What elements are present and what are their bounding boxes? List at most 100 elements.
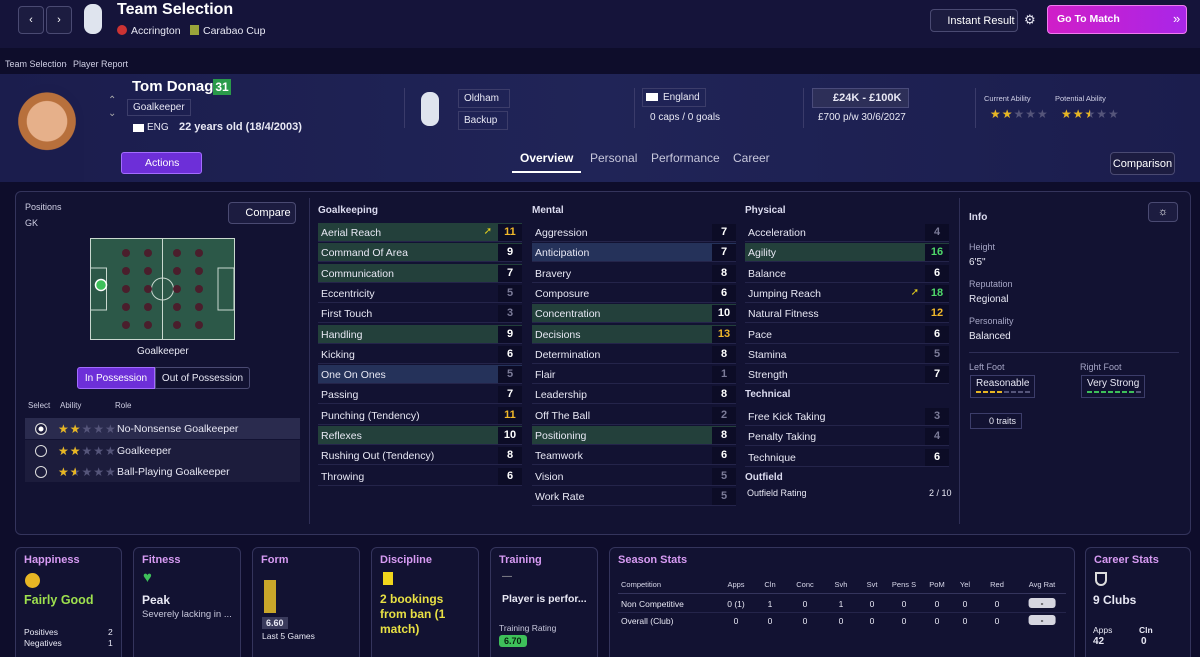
career-label: Apps	[1093, 625, 1113, 635]
attribute-name: Rushing Out (Tendency)	[321, 450, 435, 463]
attribute-row: Eccentricity 5	[318, 284, 522, 303]
attribute-value: 6	[712, 284, 736, 302]
stars: ★★★★★★★★★★	[58, 465, 117, 479]
stats-cell: 0	[934, 599, 940, 609]
attribute-group-title: Goalkeeping	[318, 205, 379, 216]
instant-result-button[interactable]: Instant Result	[930, 9, 1018, 32]
attribute-name: Off The Ball	[535, 409, 591, 422]
avg-rating: -	[1028, 598, 1056, 608]
go-to-match-label[interactable]: Go To Match	[1057, 13, 1120, 25]
attribute-name: Strength	[748, 369, 788, 382]
discipline-card[interactable]	[371, 547, 479, 657]
role-name: Goalkeeper	[117, 444, 172, 457]
stats-cell: 0	[802, 599, 808, 609]
attribute-name: Passing	[321, 389, 359, 402]
stats-cell: 0	[802, 616, 808, 626]
attribute-group-title: Physical	[745, 205, 786, 216]
attribute-name: Throwing	[321, 470, 365, 483]
attribute-value: 8	[712, 345, 736, 363]
tab[interactable]: Overview	[520, 151, 574, 165]
training-rating: 6.70	[499, 635, 527, 647]
go-to-match-button[interactable]	[1047, 5, 1187, 34]
stats-header: Svh	[834, 580, 848, 589]
attribute-row: Leadership 8	[532, 385, 736, 405]
attribute-value: 11	[498, 224, 522, 241]
stats-header: Pens S	[891, 580, 917, 589]
fitness-card[interactable]	[133, 547, 241, 657]
position-dot	[173, 249, 181, 257]
foot-bar-segment	[1136, 391, 1141, 393]
attribute-row: Concentration 10	[532, 304, 736, 324]
divider	[803, 88, 804, 128]
out-of-possession-toggle[interactable]: Out of Possession	[155, 367, 250, 389]
attribute-name: Agility	[748, 247, 777, 260]
back-button[interactable]: ‹	[18, 6, 44, 34]
right-foot: Very Strong	[1081, 375, 1146, 398]
stats-cell: 0	[733, 616, 739, 626]
attribute-name: Kicking	[321, 348, 355, 361]
divider	[309, 198, 310, 524]
stars-filled: ★★★★★	[58, 466, 76, 478]
card-title: Discipline	[380, 554, 432, 566]
attribute-row: Penalty Taking 4	[745, 427, 949, 447]
role-radio[interactable]	[35, 423, 47, 435]
info-button[interactable]: ☼	[1148, 202, 1178, 222]
attribute-row: Pace 6	[745, 325, 949, 344]
contract: £700 p/w 30/6/2027	[818, 112, 906, 123]
stats-cell: 0	[767, 616, 773, 626]
ability-label: Potential Ability	[1055, 94, 1106, 103]
in-possession-toggle[interactable]: In Possession	[77, 367, 155, 389]
positions-value: GK	[25, 218, 39, 228]
foot-bar-segment	[1108, 391, 1113, 393]
breadcrumb-item[interactable]: Team Selection	[5, 59, 67, 69]
stats-cell: 0	[901, 616, 907, 626]
foot-bar-segment	[1094, 391, 1099, 393]
attribute-row: Reflexes 10	[318, 426, 522, 445]
happiness-card[interactable]	[15, 547, 122, 657]
career-stats-card[interactable]	[1085, 547, 1191, 657]
tab[interactable]: Personal	[590, 151, 638, 165]
settings-icon[interactable]: ⚙	[1024, 12, 1036, 27]
forward-button[interactable]: ›	[46, 6, 72, 34]
stats-cell: 0	[901, 599, 907, 609]
attribute-row: Throwing 6	[318, 467, 522, 486]
prev-player[interactable]: ⌃	[108, 95, 117, 106]
actions-button[interactable]	[121, 152, 202, 174]
flag	[646, 93, 658, 101]
attribute-group-title: Mental	[532, 205, 564, 216]
discipline-value: 2 bookings from ban (1 match)	[380, 592, 446, 636]
card-title: Fitness	[142, 554, 181, 566]
stats-cell: 0	[962, 599, 968, 609]
next-player[interactable]: ⌄	[108, 108, 117, 119]
attribute-row: Communication 7	[318, 263, 522, 283]
foot-bar-segment	[1025, 391, 1030, 393]
tab-underline	[512, 171, 581, 173]
divider	[959, 198, 960, 524]
form-rating: 6.60	[262, 617, 288, 629]
stats-header: Competition	[621, 580, 662, 589]
foot-bar-segment	[983, 391, 988, 393]
attribute-name: Work Rate	[535, 490, 585, 503]
position-dot	[122, 321, 130, 329]
info-value: 6'5"	[969, 257, 986, 268]
role-radio[interactable]	[35, 444, 47, 457]
attribute-value: 5	[712, 467, 736, 485]
stats-header: Red	[990, 580, 1004, 589]
info-title: Info	[969, 212, 988, 223]
tab[interactable]: Career	[733, 151, 770, 165]
position-dot	[195, 303, 203, 311]
compare-button[interactable]: Compare	[228, 202, 296, 224]
attribute-name: Jumping Reach	[748, 287, 821, 300]
tab[interactable]: Performance	[651, 151, 720, 165]
attribute-value: 8	[712, 386, 736, 404]
traits[interactable]: 0 traits	[970, 413, 1023, 429]
actions-label[interactable]: Actions	[145, 157, 180, 169]
attribute-row: Stamina 5	[745, 345, 949, 364]
opponent-badge	[117, 25, 127, 35]
attribute-value: 2	[712, 406, 736, 424]
comparison-button[interactable]: Comparison	[1110, 152, 1175, 175]
role-radio[interactable]	[35, 466, 47, 478]
role-header: Select	[28, 401, 51, 410]
attribute-row: Free Kick Taking 3	[745, 407, 949, 426]
season-stats-card[interactable]	[609, 547, 1075, 657]
